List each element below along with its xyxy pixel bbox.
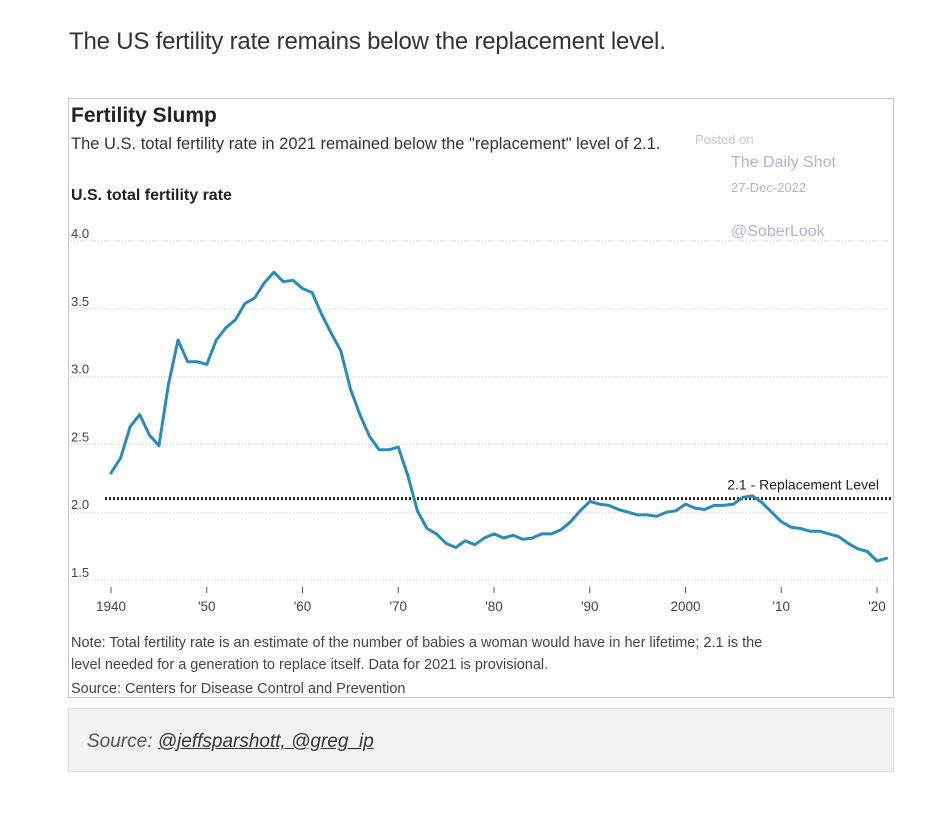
x-tick-label: '10	[772, 599, 790, 614]
fertility-chart: Fertility Slump The U.S. total fertility…	[71, 104, 891, 697]
x-tick-label: '80	[485, 599, 503, 614]
source-caption: Source: @jeffsparshott, @greg_ip	[68, 708, 894, 772]
watermark-brand: The Daily Shot	[731, 154, 836, 171]
y-axis-label: U.S. total fertility rate	[71, 187, 232, 204]
chart-source-line: Source: Centers for Disease Control and …	[71, 681, 405, 697]
y-tick-label: 3.5	[71, 294, 89, 309]
fertility-rate-line	[109, 270, 889, 563]
x-tick-label: 1940	[96, 599, 126, 614]
watermark-handle: @SoberLook	[731, 223, 826, 240]
source-prefix: Source:	[87, 731, 158, 752]
source-caption-text: Source: @jeffsparshott, @greg_ip	[87, 731, 374, 753]
intro-text: The US fertility rate remains below the …	[69, 28, 666, 55]
x-tick-label: '20	[868, 599, 886, 614]
watermark-posted: Posted on	[695, 132, 754, 147]
y-tick-label: 4.0	[71, 226, 89, 241]
x-tick-label: '90	[581, 599, 599, 614]
y-tick-label: 2.5	[71, 429, 89, 444]
chart-subtitle: The U.S. total fertility rate in 2021 re…	[71, 135, 661, 153]
y-tick-label: 1.5	[71, 565, 89, 580]
replacement-level-label: 2.1 - Replacement Level	[727, 477, 879, 493]
chart-title: Fertility Slump	[71, 104, 217, 127]
watermark-date: 27-Dec-2022	[731, 180, 806, 195]
x-tick-label: '70	[389, 599, 407, 614]
x-tick-label: '60	[294, 599, 312, 614]
x-tick-label: '50	[198, 599, 216, 614]
x-tick-label: 2000	[670, 599, 700, 614]
chart-note-line-1: Note: Total fertility rate is an estimat…	[71, 635, 762, 651]
chart-panel: Fertility Slump The U.S. total fertility…	[68, 98, 894, 698]
y-tick-label: 2.0	[71, 497, 89, 512]
y-tick-label: 3.0	[71, 362, 89, 377]
source-link[interactable]: @jeffsparshott, @greg_ip	[157, 731, 374, 752]
chart-note-line-2: level needed for a generation to replace…	[71, 657, 548, 673]
